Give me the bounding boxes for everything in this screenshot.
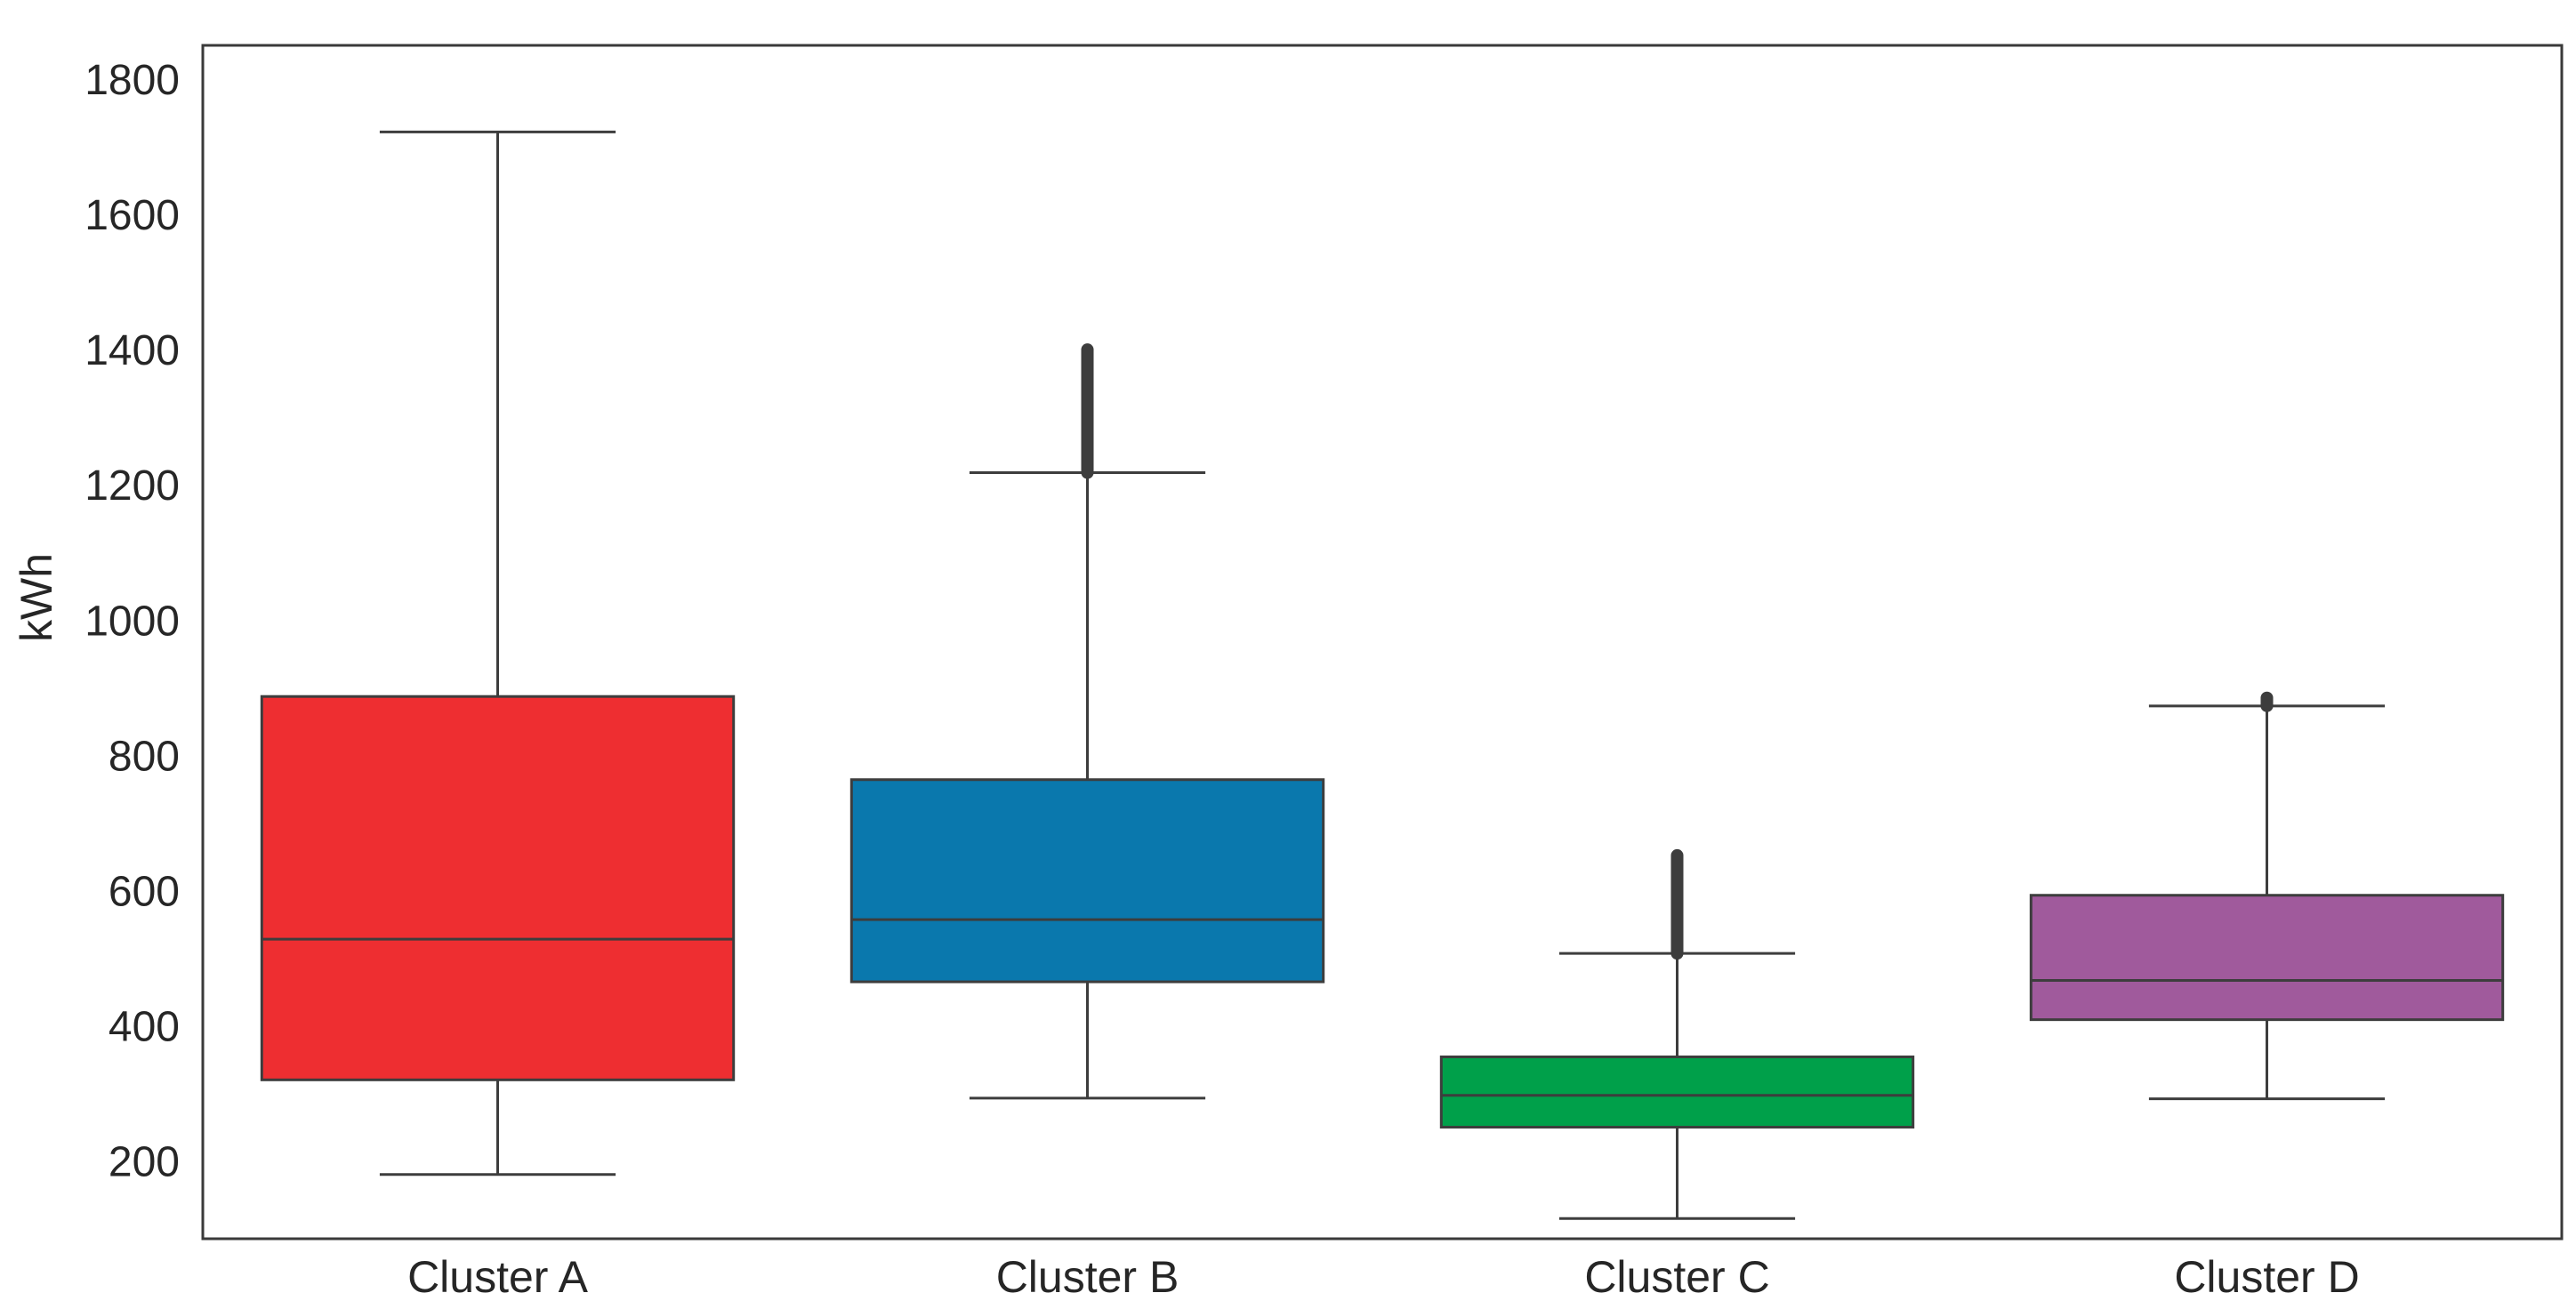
y-axis-label: kWh xyxy=(12,553,61,642)
box-iqr xyxy=(1439,1055,1915,1129)
y-tick-label: 400 xyxy=(109,1003,180,1050)
box-iqr xyxy=(260,695,736,1081)
plot-frame xyxy=(201,44,2564,1241)
y-tick-label: 1000 xyxy=(85,598,180,645)
y-tick-label: 1600 xyxy=(85,192,180,239)
y-tick-label: 200 xyxy=(109,1139,180,1186)
box-group xyxy=(2029,691,2505,1101)
box-group xyxy=(849,343,1325,1100)
x-tick-label: Cluster B xyxy=(996,1252,1179,1302)
x-tick-label: Cluster D xyxy=(2174,1252,2359,1302)
box-iqr xyxy=(849,778,1325,984)
y-tick-label: 1800 xyxy=(85,57,180,104)
x-axis-ticks: Cluster A Cluster B Cluster C Cluster D xyxy=(407,1252,2360,1302)
x-tick-label: Cluster C xyxy=(1584,1252,1769,1302)
box-group xyxy=(260,130,736,1176)
box-iqr xyxy=(2029,894,2505,1022)
x-tick-label: Cluster A xyxy=(407,1252,589,1302)
y-tick-label: 1200 xyxy=(85,462,180,510)
boxes-layer xyxy=(260,130,2505,1220)
y-tick-label: 800 xyxy=(109,733,180,780)
y-tick-label: 1400 xyxy=(85,327,180,374)
y-axis-ticks: 200 400 600 800 1000 1200 1400 1600 1800 xyxy=(85,57,180,1186)
box-group xyxy=(1439,848,1915,1220)
y-tick-label: 600 xyxy=(109,868,180,915)
